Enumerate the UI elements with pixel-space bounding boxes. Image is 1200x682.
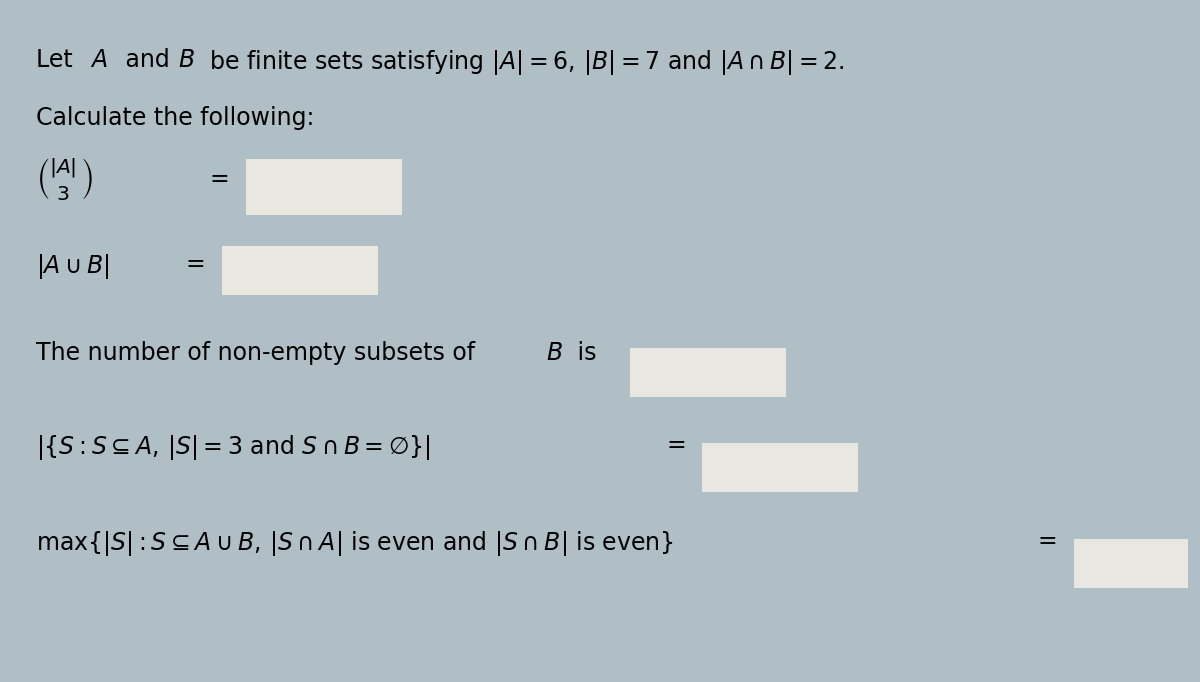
FancyBboxPatch shape xyxy=(630,348,786,397)
Text: The number of non-empty subsets of: The number of non-empty subsets of xyxy=(36,341,482,365)
FancyBboxPatch shape xyxy=(222,246,378,295)
Text: $B$: $B$ xyxy=(546,341,563,365)
Text: $\binom{|A|}{3}$: $\binom{|A|}{3}$ xyxy=(36,157,94,203)
FancyBboxPatch shape xyxy=(246,159,402,215)
FancyBboxPatch shape xyxy=(702,443,858,492)
Text: and: and xyxy=(118,48,176,72)
Text: Let: Let xyxy=(36,48,80,72)
FancyBboxPatch shape xyxy=(1074,539,1188,588)
Text: =: = xyxy=(1038,529,1057,552)
Text: $\max\{|S| : S \subseteq A \cup B,\, |S \cap A| \text{ is even and } |S \cap B| : $\max\{|S| : S \subseteq A \cup B,\, |S … xyxy=(36,529,674,558)
Text: $|\{S : S \subseteq A,\, |S| = 3 \text{ and } S \cap B = \emptyset\}|$: $|\{S : S \subseteq A,\, |S| = 3 \text{ … xyxy=(36,433,431,462)
Text: $B$: $B$ xyxy=(178,48,194,72)
Text: Calculate the following:: Calculate the following: xyxy=(36,106,314,130)
Text: =: = xyxy=(186,252,205,276)
Text: =: = xyxy=(666,433,685,457)
Text: is: is xyxy=(570,341,596,365)
Text: be finite sets satisfying $|A| = 6,\, |B| = 7$ and $|A \cap B| = 2.$: be finite sets satisfying $|A| = 6,\, |B… xyxy=(202,48,845,77)
Text: =: = xyxy=(210,167,229,191)
Text: $|A \cup B|$: $|A \cup B|$ xyxy=(36,252,110,282)
Text: $A$: $A$ xyxy=(90,48,108,72)
